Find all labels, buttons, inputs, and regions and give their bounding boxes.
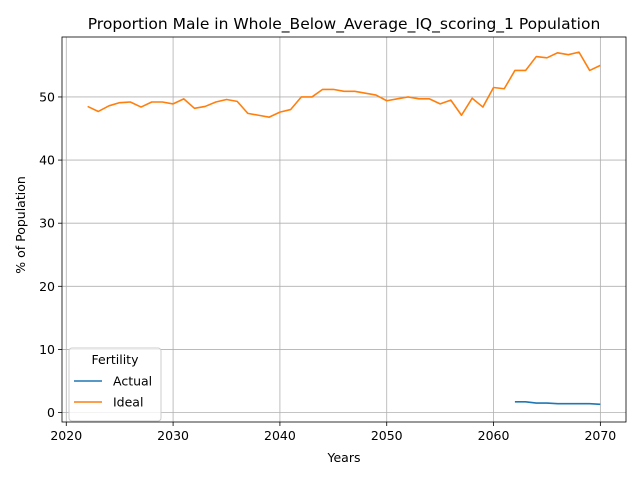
series-line-actual: [514, 400, 601, 406]
legend-title: Fertility: [92, 352, 140, 367]
y-axis-ticks: 0 10 20 30 40 50: [39, 89, 62, 420]
plot-frame: [61, 36, 627, 423]
x-tick-label: 2070: [584, 428, 616, 443]
x-tick-label: 2020: [50, 428, 82, 443]
y-tick-label: 10: [39, 342, 55, 357]
x-tick-label: 2040: [264, 428, 296, 443]
series-line-ideal: [87, 51, 601, 118]
y-tick-label: 20: [39, 279, 55, 294]
series-layer: [87, 51, 601, 406]
x-tick-label: 2060: [478, 428, 510, 443]
x-tick-label: 2030: [157, 428, 189, 443]
legend-label-actual: Actual: [113, 374, 152, 389]
chart-title: Proportion Male in Whole_Below_Average_I…: [88, 15, 601, 34]
x-axis-ticks: 2020 2030 2040 2050 2060 2070: [50, 422, 616, 443]
y-tick-label: 50: [39, 89, 55, 104]
x-tick-label: 2050: [371, 428, 403, 443]
legend-entries: Actual Ideal: [74, 374, 152, 410]
y-tick-label: 40: [39, 153, 55, 168]
x-axis-label: Years: [327, 450, 361, 465]
y-tick-label: 30: [39, 216, 55, 231]
y-axis-label: % of Population: [13, 176, 28, 274]
legend: Fertility Actual Ideal: [68, 347, 162, 422]
legend-label-ideal: Ideal: [113, 395, 143, 410]
y-tick-label: 0: [47, 405, 55, 420]
